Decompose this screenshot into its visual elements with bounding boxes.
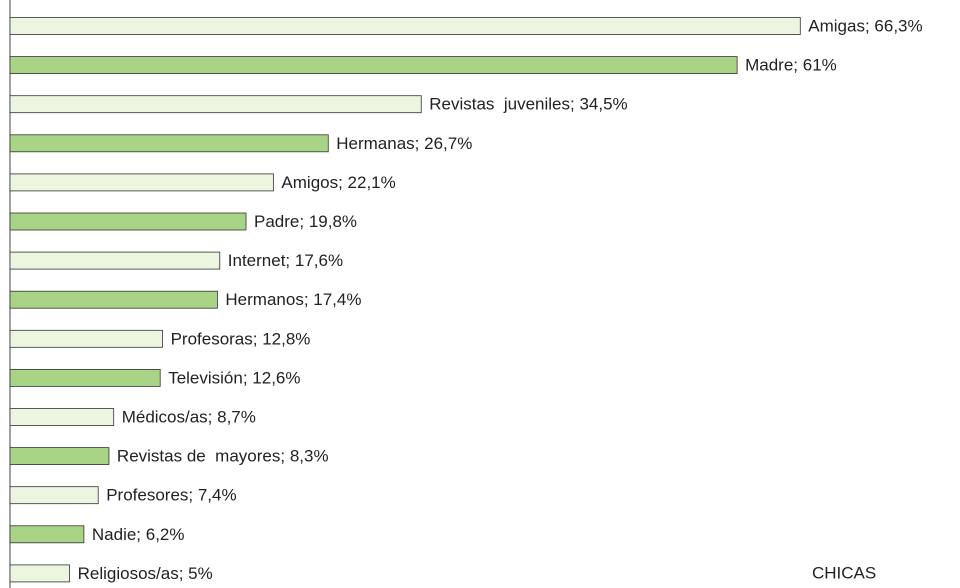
bar bbox=[9, 368, 161, 387]
bar bbox=[9, 290, 218, 309]
bar bbox=[9, 525, 85, 544]
bar bbox=[9, 134, 329, 153]
bar bbox=[9, 173, 274, 192]
bar-label: Padre; 19,8% bbox=[254, 212, 357, 231]
bar-label: Televisión; 12,6% bbox=[168, 368, 300, 387]
bar-label: Amigas; 66,3% bbox=[808, 16, 922, 35]
bar-label: Hermanas; 26,7% bbox=[336, 134, 472, 153]
bar-label: Internet; 17,6% bbox=[228, 251, 343, 270]
bar-label: Revistas de mayores; 8,3% bbox=[117, 447, 329, 466]
bar bbox=[9, 564, 70, 583]
bar-label: Madre; 61% bbox=[745, 56, 837, 75]
annotation: CHICAS bbox=[812, 563, 876, 582]
bar-label: Nadie; 6,2% bbox=[92, 525, 185, 544]
bar-label: Profesores; 7,4% bbox=[106, 486, 236, 505]
bar-label: Religiosos/as; 5% bbox=[78, 564, 213, 583]
bar bbox=[9, 95, 422, 114]
bar bbox=[9, 17, 801, 35]
bar bbox=[9, 56, 738, 74]
bar bbox=[9, 251, 221, 270]
bar bbox=[9, 212, 247, 231]
bar-label: Revistas juveniles; 34,5% bbox=[429, 95, 627, 114]
bar-label: Profesoras; 12,8% bbox=[171, 329, 311, 348]
bar-label: Amigos; 22,1% bbox=[281, 173, 395, 192]
bar bbox=[9, 408, 115, 426]
bar-label: Hermanos; 17,4% bbox=[225, 290, 361, 309]
bar bbox=[9, 447, 110, 466]
bar bbox=[9, 329, 163, 348]
bar-label: Médicos/as; 8,7% bbox=[122, 407, 256, 426]
bar bbox=[9, 486, 99, 505]
